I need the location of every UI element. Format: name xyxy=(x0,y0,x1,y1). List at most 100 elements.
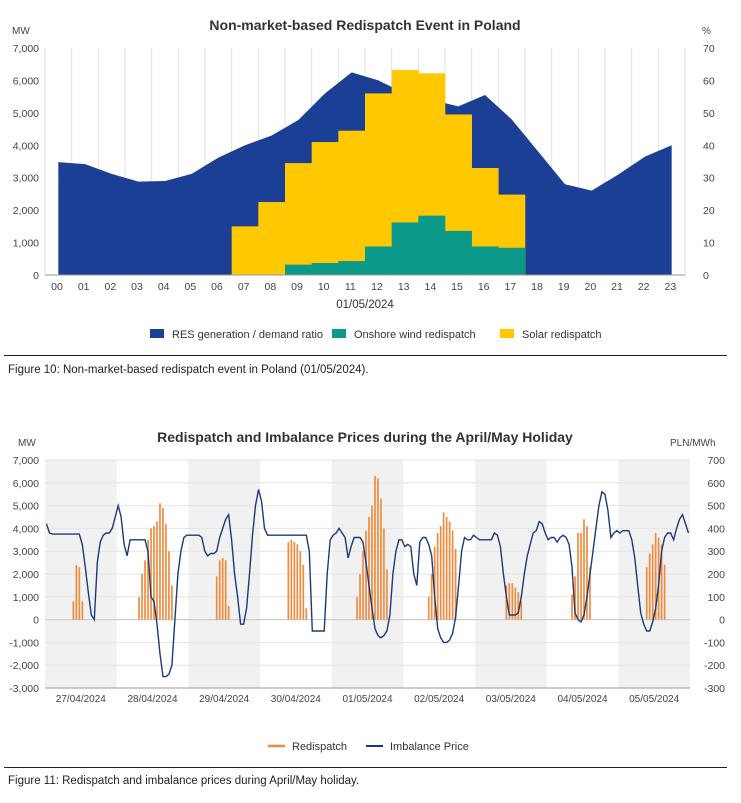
figure10-xtick: 13 xyxy=(398,281,410,293)
figure11-xtick: 02/05/2024 xyxy=(414,694,464,705)
figure11-redispatch-bar xyxy=(78,567,81,620)
figure10-wind-bar xyxy=(391,222,419,275)
figure10-legend: RES generation / demand ratio Onshore win… xyxy=(150,329,602,341)
figure11-redispatch-bar xyxy=(574,576,576,620)
figure11-ytick-left: 7,000 xyxy=(13,455,39,467)
figure11-redispatch-bar xyxy=(147,539,149,620)
figure11-ytick-left: 0 xyxy=(33,615,39,627)
figure10-xtick: 05 xyxy=(184,281,196,293)
figure11-legend-label: Imbalance Price xyxy=(390,741,469,753)
figure10-xtick: 18 xyxy=(531,281,543,293)
figure11-ytick-right: -100 xyxy=(704,637,725,649)
figure11-redispatch-bar xyxy=(287,542,290,620)
figure11-xtick: 28/04/2024 xyxy=(127,694,177,705)
figure11-ytick-left: -2,000 xyxy=(9,660,39,672)
figure11-redispatch-bar xyxy=(159,503,161,620)
figure10-ytick-left: 6,000 xyxy=(13,75,39,87)
figure11-ytick-left: 3,000 xyxy=(13,546,39,558)
figure11-redispatch-bar xyxy=(162,507,164,620)
figure10-solar-bar xyxy=(365,93,392,276)
figure11-imbalance-line xyxy=(45,489,690,678)
figure11-ytick-right: 100 xyxy=(707,592,725,604)
figure11-ytick-right: 400 xyxy=(707,523,725,535)
figure10-chart: Non-market-based Redispatch Event in Pol… xyxy=(0,0,741,355)
figure10-xtick: 23 xyxy=(664,281,676,293)
figure11-redispatch-bar xyxy=(165,523,167,620)
figure11-redispatch-bar xyxy=(517,592,520,620)
figure10-xtick: 12 xyxy=(371,281,383,293)
figure10-xtick: 04 xyxy=(158,281,170,293)
figure11-redispatch-bar xyxy=(454,548,457,620)
figure11-xtick: 05/05/2024 xyxy=(629,694,679,705)
figure11-redispatch-bar xyxy=(362,551,364,620)
figure11-redispatch-bar xyxy=(141,574,143,620)
figure10-xtick: 22 xyxy=(638,281,650,293)
figure11-legend-label: Redispatch xyxy=(292,741,347,753)
figure11-ytick-left: -1,000 xyxy=(9,637,39,649)
figure11-rule xyxy=(4,767,727,768)
figure11-ytick-right: -200 xyxy=(704,660,725,672)
figure11-redispatch-bar xyxy=(227,605,230,620)
figure11-redispatch-bar xyxy=(153,526,155,620)
figure11-xtick: 30/04/2024 xyxy=(271,694,321,705)
figure11-redispatch-bar xyxy=(150,528,152,620)
figure11-redispatch-bar xyxy=(368,517,370,620)
figure11-xtick: 29/04/2024 xyxy=(199,694,249,705)
figure10-caption: Figure 10: Non-market-based redispatch e… xyxy=(8,364,369,376)
figure10-ytick-right: 50 xyxy=(703,108,715,120)
figure10-ytick-right: 20 xyxy=(703,205,715,217)
figure11-redispatch-bar xyxy=(436,532,439,620)
figure10-wind-bar xyxy=(311,263,339,275)
figure10-xtick: 15 xyxy=(451,281,463,293)
figure11-redispatch-bar xyxy=(386,569,388,620)
figure11-redispatch-bar xyxy=(290,539,293,620)
figure10-legend-label: Onshore wind redispatch xyxy=(354,329,476,341)
figure10-wind-bar xyxy=(338,261,366,275)
figure10-xtick: 10 xyxy=(318,281,330,293)
figure11-title: Redispatch and Imbalance Prices during t… xyxy=(157,429,573,445)
figure11-redispatch-bar xyxy=(505,585,508,620)
figure10-xtick: 11 xyxy=(345,281,356,293)
figure10-ytick-left: 3,000 xyxy=(13,173,39,185)
figure10-wind-bar xyxy=(445,230,472,275)
figure11-redispatch-bar xyxy=(168,551,170,620)
figure11-svg: Redispatch and Imbalance Prices during t… xyxy=(9,429,725,753)
figure10-wind-bar xyxy=(471,246,499,275)
figure10-wind-bar xyxy=(365,246,392,275)
figure10-solar-bar xyxy=(285,163,312,275)
figure11-redispatch-bar xyxy=(430,574,433,620)
figure10-wind-bar xyxy=(498,247,526,275)
figure10-xtick: 19 xyxy=(558,281,570,293)
figure11-xtick: 03/05/2024 xyxy=(486,694,536,705)
figure11-redispatch-bar xyxy=(651,544,654,620)
figure10-xtick: 06 xyxy=(211,281,223,293)
figure11-redispatch-bar xyxy=(586,526,588,620)
figure11-ytick-right: 0 xyxy=(719,615,725,627)
figure11-redispatch-bar xyxy=(451,530,454,620)
figure10-xtick: 07 xyxy=(238,281,250,293)
figure11-redispatch-bar xyxy=(427,596,430,620)
figure10-xtick: 08 xyxy=(264,281,276,293)
figure11-ylabel-left: MW xyxy=(18,438,36,449)
figure11-redispatch-bar xyxy=(359,574,361,620)
figure10-xtick: 21 xyxy=(611,281,623,293)
figure11-redispatch-bar xyxy=(305,608,308,620)
figure11-ytick-right: 300 xyxy=(707,546,725,558)
figure10-solar-bar xyxy=(311,142,339,275)
figure10-ytick-left: 0 xyxy=(33,270,39,282)
figure11-redispatch-bar xyxy=(654,532,657,620)
figure11-redispatch-bar xyxy=(171,585,173,620)
figure11-redispatch-bar xyxy=(218,560,221,620)
figure11-redispatch-bar xyxy=(571,594,573,620)
figure10-ytick-left: 1,000 xyxy=(13,238,39,250)
figure11-redispatch-bar xyxy=(439,526,442,620)
figure11-redispatch-bar xyxy=(660,544,663,620)
figure11-redispatch-bar xyxy=(302,564,305,620)
figure10-ytick-right: 40 xyxy=(703,140,715,152)
figure11-redispatch-bar xyxy=(156,521,158,620)
figure10-ytick-right: 60 xyxy=(703,75,715,87)
figure10-wind-bar xyxy=(418,215,446,275)
figure10-xtick: 20 xyxy=(584,281,596,293)
figure10-xtick: 01 xyxy=(78,281,90,293)
figure11-ytick-right: 600 xyxy=(707,478,725,490)
